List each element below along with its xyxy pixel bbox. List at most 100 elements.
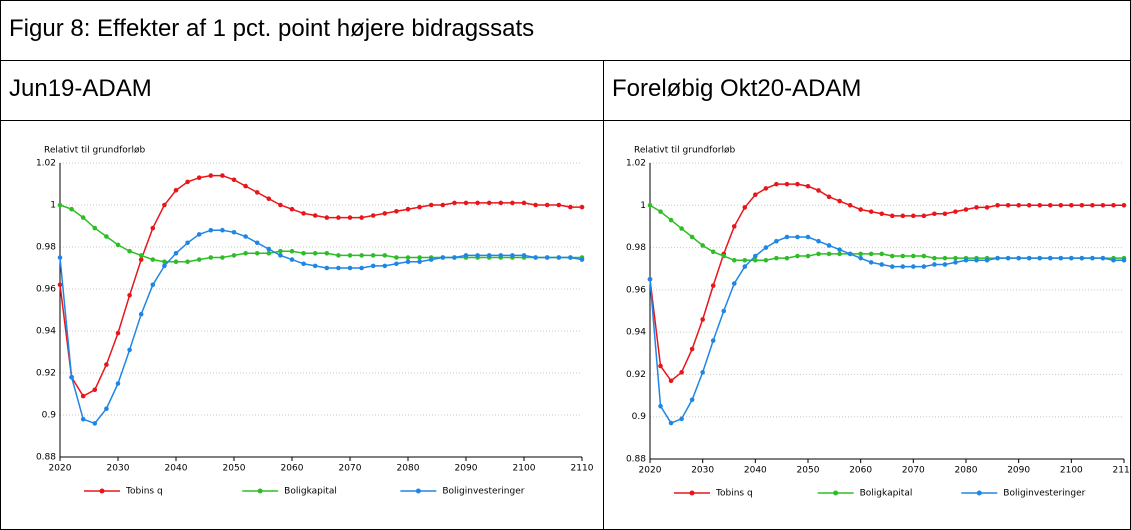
point xyxy=(80,215,86,220)
series-line xyxy=(649,183,1124,382)
point xyxy=(668,217,674,223)
point xyxy=(658,363,663,369)
point xyxy=(57,202,63,208)
legend-marker xyxy=(976,490,982,496)
point xyxy=(1090,255,1095,261)
point xyxy=(826,243,832,248)
y-tick-label: 1 xyxy=(50,201,56,211)
y-tick-label: 0.9 xyxy=(42,411,57,421)
point xyxy=(208,255,214,260)
x-tick-label: 2060 xyxy=(281,464,304,474)
point xyxy=(463,200,469,206)
point xyxy=(266,196,272,201)
point xyxy=(963,257,969,263)
x-tick-label: 2100 xyxy=(1060,466,1083,476)
point xyxy=(69,374,74,380)
x-tick-label: 2080 xyxy=(397,464,420,474)
point xyxy=(1079,255,1085,261)
point xyxy=(173,188,179,193)
point xyxy=(521,253,527,258)
point xyxy=(911,264,916,269)
point xyxy=(196,175,202,180)
point xyxy=(805,234,811,240)
point xyxy=(837,251,842,257)
point xyxy=(104,362,109,367)
point xyxy=(921,213,927,219)
point xyxy=(753,253,758,259)
point xyxy=(689,234,695,240)
y-tick-label: 1 xyxy=(640,201,646,211)
point xyxy=(900,253,906,259)
point xyxy=(92,387,98,393)
point xyxy=(521,200,527,206)
point xyxy=(243,251,248,256)
point xyxy=(370,213,376,218)
point xyxy=(533,255,538,260)
point xyxy=(138,253,144,258)
point xyxy=(312,251,318,256)
point xyxy=(784,255,790,261)
point xyxy=(336,265,341,271)
point xyxy=(243,183,248,189)
point xyxy=(382,211,388,216)
point xyxy=(868,209,874,214)
point xyxy=(679,370,684,375)
point xyxy=(417,204,422,210)
y-tick-label: 0.98 xyxy=(36,243,56,253)
point xyxy=(795,234,800,240)
point xyxy=(763,257,769,263)
point xyxy=(668,420,674,426)
point xyxy=(731,281,737,286)
point xyxy=(463,253,469,258)
point xyxy=(763,186,769,191)
point xyxy=(57,282,63,288)
point xyxy=(658,209,663,214)
point xyxy=(568,255,573,260)
x-tick-label: 2020 xyxy=(639,466,662,476)
point xyxy=(231,253,237,258)
point xyxy=(498,200,504,206)
point xyxy=(995,202,1000,208)
point xyxy=(679,416,684,422)
x-tick-label: 2090 xyxy=(1007,466,1030,476)
point xyxy=(127,248,132,254)
point xyxy=(1037,255,1043,261)
point xyxy=(805,253,811,259)
point xyxy=(700,370,705,375)
point xyxy=(57,255,63,260)
point xyxy=(382,263,388,269)
point xyxy=(847,202,853,208)
point xyxy=(243,234,248,239)
point xyxy=(900,264,906,269)
point xyxy=(826,194,832,200)
point xyxy=(510,253,515,258)
point xyxy=(428,202,434,208)
legend-label: Boligkapital xyxy=(284,487,337,497)
point xyxy=(185,240,190,246)
point xyxy=(556,255,562,260)
point xyxy=(889,253,895,259)
point xyxy=(324,215,330,220)
point xyxy=(721,253,727,259)
point xyxy=(942,255,948,261)
series-line xyxy=(59,229,583,425)
point xyxy=(1047,202,1053,208)
point xyxy=(995,255,1000,261)
y-tick-label: 0.98 xyxy=(626,243,646,253)
point xyxy=(858,255,863,261)
point xyxy=(879,262,885,267)
series-line xyxy=(649,204,1124,262)
point xyxy=(104,406,109,412)
point xyxy=(254,190,260,195)
point xyxy=(1047,255,1053,261)
point xyxy=(984,205,990,210)
point xyxy=(679,226,684,231)
point xyxy=(475,253,480,258)
series-line xyxy=(59,204,582,263)
point xyxy=(278,248,283,254)
y-tick-label: 0.96 xyxy=(626,285,646,295)
point xyxy=(753,192,758,198)
y-tick-label: 0.94 xyxy=(36,327,56,337)
point xyxy=(370,253,376,258)
x-tick-label: 2030 xyxy=(107,464,130,474)
